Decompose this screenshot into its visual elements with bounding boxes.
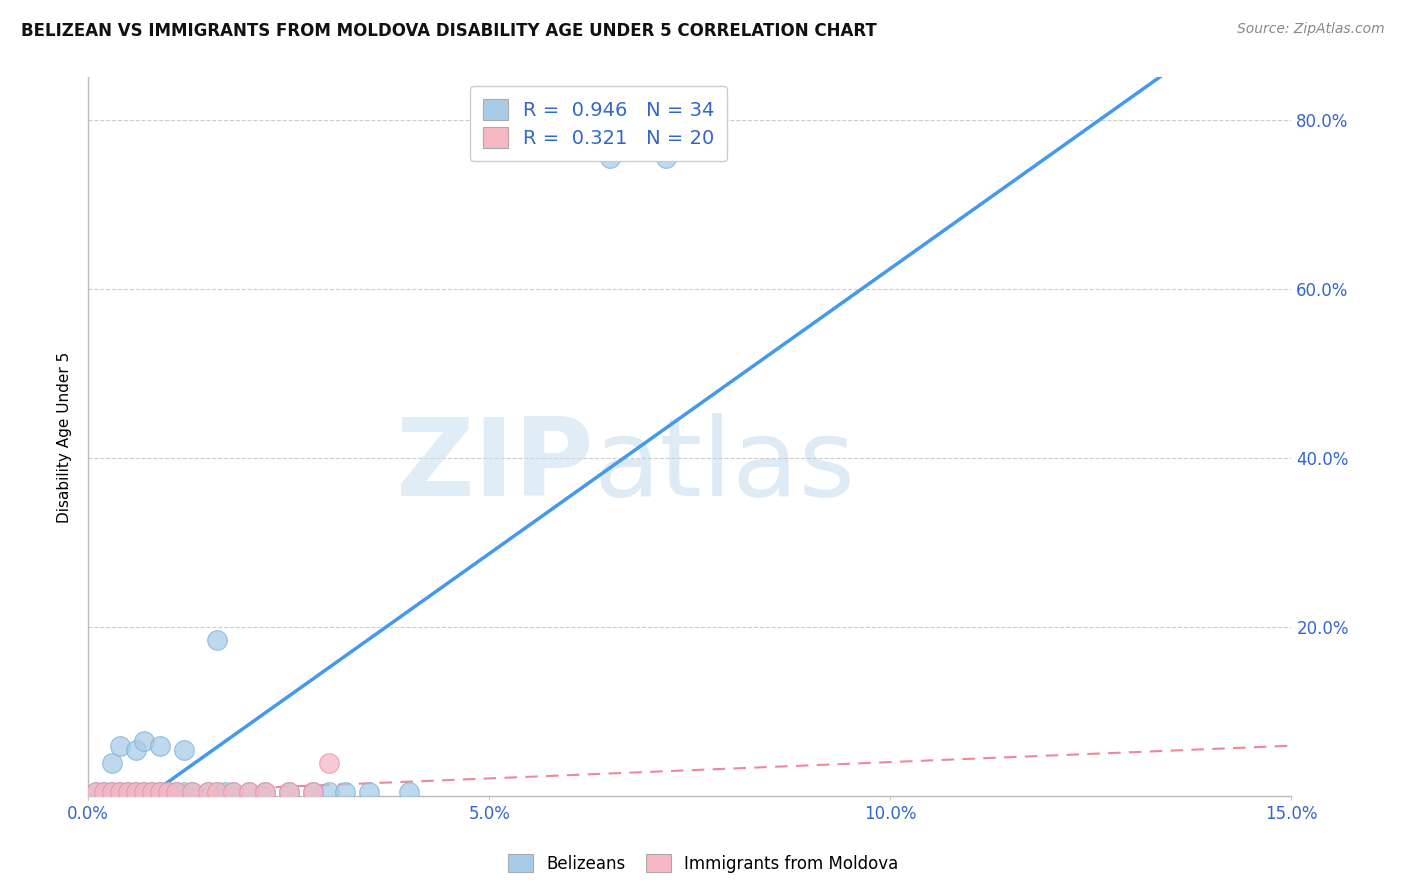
Point	[134, 734, 156, 748]
Point	[93, 785, 115, 799]
Point	[599, 151, 621, 165]
Point	[301, 785, 323, 799]
Point	[205, 785, 228, 799]
Text: BELIZEAN VS IMMIGRANTS FROM MOLDOVA DISABILITY AGE UNDER 5 CORRELATION CHART: BELIZEAN VS IMMIGRANTS FROM MOLDOVA DISA…	[21, 22, 877, 40]
Legend: Belizeans, Immigrants from Moldova: Belizeans, Immigrants from Moldova	[502, 847, 904, 880]
Point	[181, 785, 204, 799]
Y-axis label: Disability Age Under 5: Disability Age Under 5	[58, 351, 72, 523]
Point	[141, 785, 163, 799]
Point	[333, 785, 356, 799]
Point	[165, 785, 187, 799]
Point	[205, 785, 228, 799]
Point	[277, 785, 299, 799]
Point	[117, 785, 139, 799]
Point	[125, 785, 148, 799]
Point	[93, 785, 115, 799]
Point	[157, 785, 180, 799]
Point	[149, 785, 172, 799]
Point	[238, 785, 260, 799]
Point	[117, 785, 139, 799]
Point	[277, 785, 299, 799]
Point	[101, 785, 124, 799]
Point	[101, 785, 124, 799]
Point	[141, 785, 163, 799]
Point	[301, 785, 323, 799]
Point	[125, 743, 148, 757]
Point	[253, 785, 276, 799]
Point	[157, 785, 180, 799]
Point	[110, 785, 132, 799]
Text: ZIP: ZIP	[395, 413, 593, 519]
Point	[221, 785, 243, 799]
Point	[173, 785, 195, 799]
Point	[398, 785, 420, 799]
Point	[149, 739, 172, 753]
Point	[197, 785, 219, 799]
Legend: R =  0.946   N = 34, R =  0.321   N = 20: R = 0.946 N = 34, R = 0.321 N = 20	[470, 87, 727, 161]
Point	[238, 785, 260, 799]
Point	[134, 785, 156, 799]
Point	[205, 632, 228, 647]
Point	[84, 785, 107, 799]
Point	[149, 785, 172, 799]
Point	[318, 785, 340, 799]
Point	[197, 785, 219, 799]
Point	[357, 785, 380, 799]
Text: atlas: atlas	[593, 413, 855, 519]
Point	[165, 785, 187, 799]
Text: Source: ZipAtlas.com: Source: ZipAtlas.com	[1237, 22, 1385, 37]
Point	[181, 785, 204, 799]
Point	[101, 756, 124, 770]
Point	[318, 756, 340, 770]
Point	[110, 739, 132, 753]
Point	[221, 785, 243, 799]
Point	[84, 785, 107, 799]
Point	[253, 785, 276, 799]
Point	[173, 743, 195, 757]
Point	[125, 785, 148, 799]
Point	[134, 785, 156, 799]
Point	[654, 151, 676, 165]
Point	[110, 785, 132, 799]
Point	[214, 785, 236, 799]
